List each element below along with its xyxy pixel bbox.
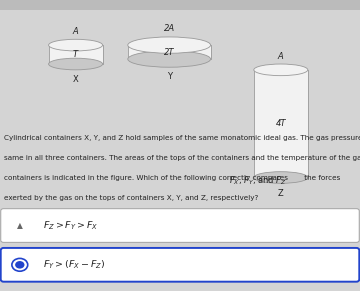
Polygon shape: [49, 45, 103, 64]
Text: the forces: the forces: [302, 175, 341, 181]
Text: Y: Y: [167, 72, 172, 81]
Text: 2A: 2A: [164, 24, 175, 33]
Ellipse shape: [49, 39, 103, 51]
Circle shape: [12, 258, 28, 271]
Text: A: A: [73, 27, 78, 36]
Text: 2T: 2T: [164, 48, 175, 56]
Text: ▲: ▲: [17, 221, 23, 230]
FancyBboxPatch shape: [1, 209, 359, 242]
Ellipse shape: [128, 51, 211, 67]
Text: Cylindrical containers X, Y, and Z hold samples of the same monatomic ideal gas.: Cylindrical containers X, Y, and Z hold …: [4, 135, 360, 141]
FancyBboxPatch shape: [0, 0, 360, 10]
Circle shape: [15, 261, 24, 269]
Polygon shape: [128, 45, 211, 59]
Text: containers is indicated in the figure. Which of the following correctly compares: containers is indicated in the figure. W…: [4, 175, 288, 181]
Ellipse shape: [254, 64, 308, 76]
Text: $F_Y > (F_X - F_Z)$: $F_Y > (F_X - F_Z)$: [43, 259, 105, 271]
Ellipse shape: [254, 172, 308, 183]
Text: $F_X$, $F_Y$, and $F_Z$: $F_X$, $F_Y$, and $F_Z$: [229, 175, 286, 187]
Text: T: T: [73, 50, 78, 59]
Text: Z: Z: [278, 189, 284, 198]
Ellipse shape: [49, 58, 103, 70]
Text: $F_Z > F_Y > F_X$: $F_Z > F_Y > F_X$: [43, 219, 99, 232]
FancyBboxPatch shape: [1, 248, 359, 282]
Ellipse shape: [128, 37, 211, 53]
Text: 4T: 4T: [275, 119, 286, 128]
Text: same in all three containers. The areas of the tops of the containers and the te: same in all three containers. The areas …: [4, 155, 360, 161]
Polygon shape: [254, 70, 308, 178]
Text: exerted by the gas on the tops of containers X, Y, and Z, respectively?: exerted by the gas on the tops of contai…: [4, 195, 258, 201]
Text: A: A: [278, 52, 284, 61]
Text: X: X: [73, 75, 78, 84]
